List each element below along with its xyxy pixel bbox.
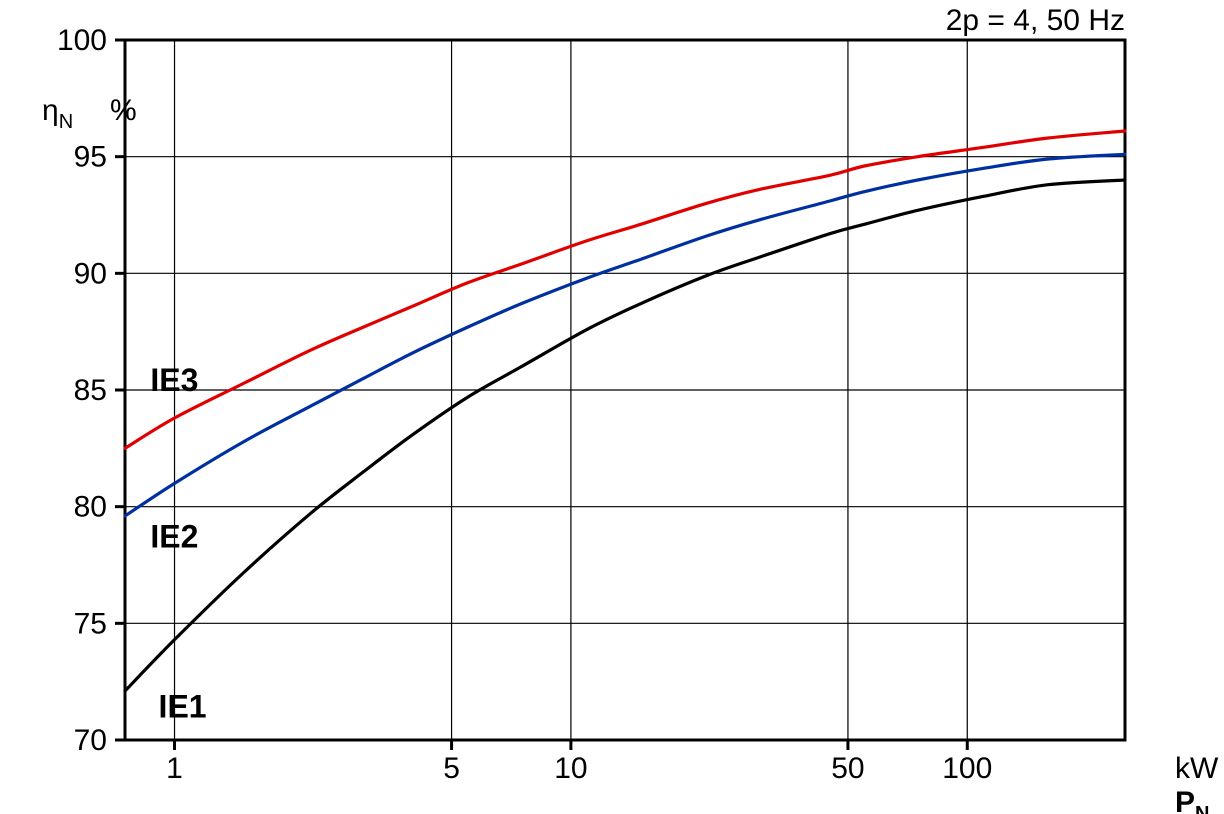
- y-tick-label: 95: [74, 141, 107, 174]
- x-tick-label: 1: [166, 752, 183, 785]
- y-tick-label: 70: [74, 724, 107, 757]
- y-tick-label: 75: [74, 607, 107, 640]
- series-label-IE3: IE3: [150, 362, 198, 398]
- x-tick-label: 50: [831, 752, 864, 785]
- y-unit-label: %: [110, 94, 137, 127]
- x-tick-label: 100: [942, 752, 992, 785]
- x-tick-label: 5: [443, 752, 460, 785]
- y-tick-label: 80: [74, 491, 107, 524]
- x-tick-label: 10: [554, 752, 587, 785]
- chart-title: 2p = 4, 50 Hz: [946, 4, 1125, 37]
- y-tick-label: 100: [57, 24, 107, 57]
- y-quantity-label: ηN: [42, 94, 73, 133]
- series-IE1: [125, 180, 1125, 691]
- chart-svg: 1 5 10 50 100 70 75 80 85 90 95 100 IE1 IE2 IE3 2p = 4,…: [0, 0, 1224, 814]
- x-quantity-label: PN: [1175, 786, 1209, 814]
- series-IE2: [125, 154, 1125, 516]
- y-tick-label: 85: [74, 374, 107, 407]
- x-unit-label: kW: [1175, 752, 1219, 785]
- efficiency-chart: 1 5 10 50 100 70 75 80 85 90 95 100 IE1 IE2 IE3 2p = 4,…: [0, 0, 1224, 814]
- series-IE3: [125, 131, 1125, 448]
- series-label-IE1: IE1: [159, 689, 207, 725]
- y-tick-label: 90: [74, 257, 107, 290]
- series-label-IE2: IE2: [150, 518, 198, 554]
